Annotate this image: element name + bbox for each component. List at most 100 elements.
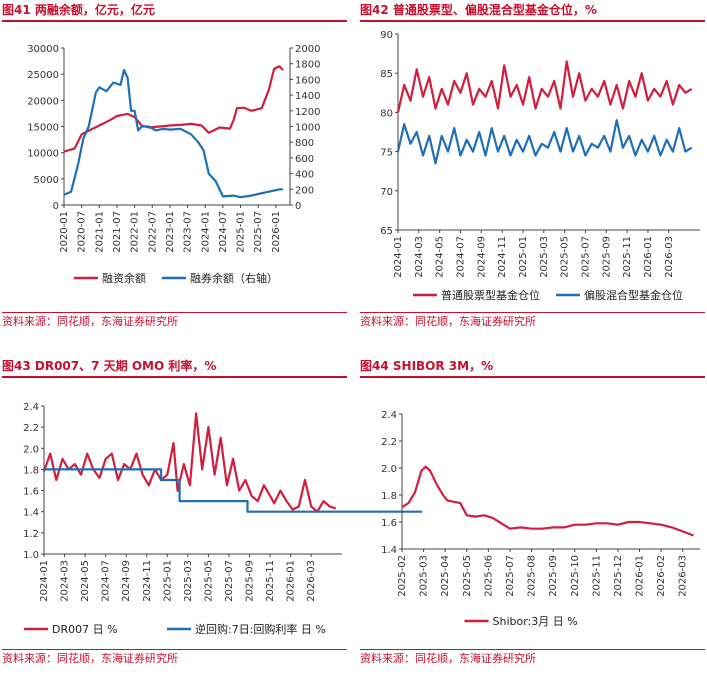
x-tick-label: 2025-03 <box>539 236 550 278</box>
panel-figure-42: 图42 普通股票型、偏股混合型基金仓位，% 65 70 75 80 85 90 2024-0… <box>360 0 707 334</box>
x-tick-label: 2025-07 <box>224 560 235 602</box>
y-tick-label: 85 <box>380 69 393 80</box>
x-tick-label: 2025-05 <box>203 560 214 602</box>
legend: 融资余额 融券余额（右轴） <box>74 271 278 285</box>
x-tick-label: 2025-12 <box>613 555 624 597</box>
y-tick-label: 20000 <box>27 96 59 107</box>
x-tick-label: 2024-07 <box>101 560 112 602</box>
y-tick-label: 1.8 <box>381 491 397 502</box>
source-note: 资料来源：同花顺，东海证券研究所 <box>2 649 347 668</box>
x-tick-label: 2024-05 <box>80 560 91 602</box>
x-tick-label: 2021-07 <box>112 211 123 253</box>
x-tick-label: 2023-07 <box>183 211 194 253</box>
y-right-tick-label: 2000 <box>295 44 320 55</box>
source-note: 资料来源：同花顺，东海证券研究所 <box>360 649 705 668</box>
y-right-tick-label: 800 <box>295 138 314 149</box>
y-tick-label: 1.2 <box>23 529 39 540</box>
x-tick-label: 2024-01 <box>200 211 211 253</box>
x-tick-label: 2020-07 <box>77 211 88 253</box>
x-tick-label: 2024-07 <box>455 236 466 278</box>
x-tick-label: 2026-01 <box>635 555 646 597</box>
legend-label: 逆回购:7日:回购利率 日 % <box>195 622 326 636</box>
x-tick-label: 2024-09 <box>476 236 487 278</box>
series-line-0 <box>42 412 337 513</box>
chart-43-svg: 1.0 1.2 1.4 1.6 1.8 2.0 2.2 2.4 2024-01 2024-03 20… <box>23 402 423 636</box>
x-tick-label: 2023-01 <box>165 211 176 253</box>
y-right-tick-label: 600 <box>295 154 314 165</box>
x-tick-label: 2025-01 <box>236 211 247 253</box>
series-line-1 <box>63 68 283 199</box>
y-tick-label: 10000 <box>27 149 59 160</box>
x-tick-label: 2025-04 <box>440 555 451 597</box>
y-right-tick-label: 1200 <box>295 107 320 118</box>
x-tick-label: 2025-02 <box>397 555 408 597</box>
chart-title: 图43 DR007、7 天期 OMO 利率，% <box>2 356 347 378</box>
x-tick-label: 2025-06 <box>483 555 494 597</box>
panel-figure-41: 图41 两融余额，亿元，亿元 0 5000 10000 15000 20000 25000… <box>2 0 355 334</box>
y-tick-label: 15000 <box>27 123 59 134</box>
source-note: 资料来源：同花顺，东海证券研究所 <box>2 312 347 331</box>
y-right-tick-label: 1000 <box>295 123 320 134</box>
x-tick-label: 2022-07 <box>147 211 158 253</box>
x-tick-label: 2025-05 <box>462 555 473 597</box>
legend-label: 融资余额 <box>102 271 146 285</box>
x-tick-label: 2020-01 <box>59 211 70 253</box>
x-tick-label: 2024-01 <box>393 236 404 278</box>
chart-42-svg: 65 70 75 80 85 90 2024-01 2024-03 2024-05 2024-07… <box>380 30 700 302</box>
x-tick-label: 2024-01 <box>39 560 50 602</box>
y-tick-label: 1.0 <box>23 550 39 561</box>
y-right-tick-label: 200 <box>295 185 314 196</box>
x-tick-label: 2026-01 <box>271 211 282 253</box>
series-line-0 <box>401 465 694 537</box>
y-tick-label: 75 <box>380 148 393 159</box>
y-tick-label: 1.4 <box>381 545 397 556</box>
legend-label: 普通股票型基金仓位 <box>441 288 540 302</box>
chart-41-svg: 0 5000 10000 15000 20000 25000 30000 0 200 400 600… <box>27 44 320 285</box>
y-tick-label: 80 <box>380 108 393 119</box>
series-line-1 <box>396 119 693 165</box>
x-tick-label: 2025-08 <box>527 555 538 597</box>
x-tick-label: 2025-09 <box>548 555 559 597</box>
legend: 普通股票型基金仓位 偏股混合型基金仓位 <box>413 288 683 302</box>
legend-label: 融券余额（右轴） <box>190 271 278 285</box>
y-tick-label: 1.8 <box>23 465 39 476</box>
y-tick-label: 2.0 <box>23 444 39 455</box>
x-tick-label: 2025-03 <box>183 560 194 602</box>
y-tick-label: 5000 <box>34 175 59 186</box>
legend-label: DR007 日 % <box>52 623 118 636</box>
legend-label: 偏股混合型基金仓位 <box>584 288 683 302</box>
x-tick-label: 2025-07 <box>580 236 591 278</box>
y-tick-label: 65 <box>380 226 393 237</box>
y-right-tick-label: 1600 <box>295 75 320 86</box>
chart-title: 图42 普通股票型、偏股混合型基金仓位，% <box>360 0 705 22</box>
legend: Shibor:3月 日 % <box>464 615 578 628</box>
x-tick-label: 2025-11 <box>622 236 633 278</box>
panel-figure-43: 图43 DR007、7 天期 OMO 利率，% 1.0 1.2 1.4 1.6 1.8 2… <box>2 356 423 690</box>
y-tick-label: 2.4 <box>381 410 397 421</box>
source-note: 资料来源：同花顺，东海证券研究所 <box>360 312 705 331</box>
y-right-tick-label: 1800 <box>295 60 320 71</box>
y-tick-label: 1.6 <box>23 487 39 498</box>
x-tick-label: 2025-07 <box>253 211 264 253</box>
chart-44-svg: 1.4 1.6 1.8 2.0 2.2 2.4 2025-02 2025-03 2025-04 2… <box>381 410 700 628</box>
chart-title: 图41 两融余额，亿元，亿元 <box>2 0 347 22</box>
y-tick-label: 2.2 <box>23 423 39 434</box>
x-tick-label: 2025-05 <box>560 236 571 278</box>
x-tick-label: 2024-09 <box>121 560 132 602</box>
series-line-1 <box>44 468 423 513</box>
x-tick-label: 2024-03 <box>414 236 425 278</box>
y-tick-label: 2.0 <box>381 464 397 475</box>
x-tick-label: 2025-11 <box>265 560 276 602</box>
x-tick-label: 2026-03 <box>664 236 675 278</box>
y-tick-label: 90 <box>380 30 393 41</box>
x-tick-label: 2024-11 <box>142 560 153 602</box>
y-tick-label: 1.4 <box>23 508 39 519</box>
y-tick-label: 70 <box>380 187 393 198</box>
x-tick-label: 2025-03 <box>419 555 430 597</box>
x-tick-label: 2025-01 <box>518 236 529 278</box>
x-tick-label: 2025-07 <box>505 555 516 597</box>
x-tick-label: 2024-05 <box>435 236 446 278</box>
x-tick-label: 2025-09 <box>601 236 612 278</box>
x-tick-label: 2025-10 <box>570 555 581 597</box>
series-line-0 <box>63 65 284 153</box>
